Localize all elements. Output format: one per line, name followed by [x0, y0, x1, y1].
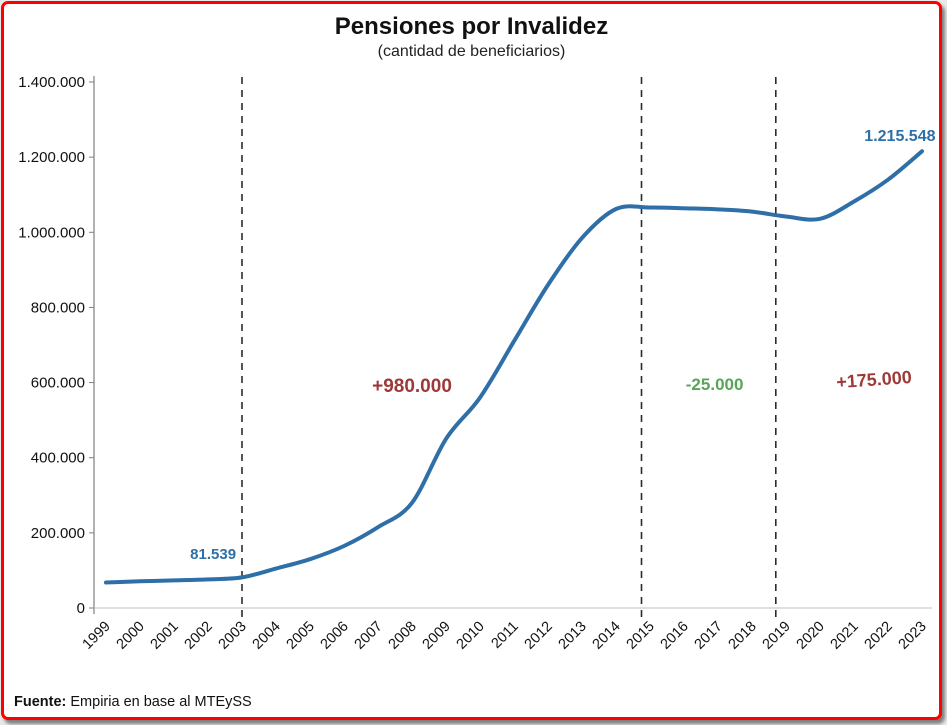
- source-text: Empiria en base al MTEySS: [66, 694, 252, 710]
- y-tick-label: 1.400.000: [18, 74, 85, 91]
- chart-annotation: +980.000: [372, 376, 452, 397]
- y-tick-label: 400.000: [31, 450, 85, 467]
- y-tick-label: 800.000: [31, 299, 85, 316]
- x-tick-label: 2013: [556, 619, 590, 653]
- x-tick-label: 2020: [794, 619, 828, 653]
- y-tick-label: 200.000: [31, 525, 85, 542]
- beneficiaries-data-line: [104, 149, 924, 585]
- y-tick-label: 0: [77, 600, 85, 617]
- pensions-line-chart: 0 200.000 400.000 600.000 800.000 1.000.000 1.…: [18, 74, 935, 653]
- source-note: Fuente: Empiria en base al MTEySS: [14, 694, 252, 710]
- chart-annotation: +175.000: [836, 367, 913, 392]
- x-tick-label: 2004: [250, 619, 284, 653]
- chart-annotation: -25.000: [686, 375, 744, 394]
- x-tick-label: 2012: [522, 619, 556, 653]
- x-tick-label: 2019: [760, 619, 794, 653]
- x-tick-label: 2021: [828, 619, 862, 653]
- x-tick-label: 2023: [896, 619, 930, 653]
- x-tick-label: 2007: [352, 619, 386, 653]
- x-tick-label: 2000: [114, 619, 148, 653]
- x-tick-label: 2001: [148, 619, 182, 653]
- x-tick-label: 2017: [692, 619, 726, 653]
- x-tick-label: 2008: [386, 619, 420, 653]
- x-tick-label: 2011: [488, 619, 521, 652]
- chart-annotation: 81.539: [190, 546, 236, 563]
- x-tick-label: 2003: [216, 619, 250, 653]
- chart-area: 0 200.000 400.000 600.000 800.000 1.000.000 1.…: [4, 68, 939, 682]
- x-tick-label: 2016: [658, 619, 692, 653]
- source-label: Fuente:: [14, 694, 67, 710]
- y-tick-label: 1.000.000: [18, 224, 85, 241]
- x-tick-label: 2014: [590, 619, 624, 653]
- x-tick-label: 2002: [182, 619, 216, 653]
- chart-title: Pensiones por Invalidez: [334, 13, 609, 40]
- x-tick-label: 2009: [420, 619, 454, 653]
- y-tick-label: 1.200.000: [18, 149, 85, 166]
- x-tick-label: 2015: [624, 619, 658, 653]
- chart-header: Pensiones por Invalidez (cantidad de ben…: [4, 4, 939, 61]
- x-tick-label: 2006: [318, 619, 352, 653]
- x-tick-label: 2022: [862, 619, 896, 653]
- x-tick-label: 2010: [454, 619, 488, 653]
- chart-subtitle: (cantidad de beneficiarios): [377, 42, 566, 60]
- x-tick-label: 1999: [80, 619, 114, 653]
- x-tick-label: 2018: [726, 619, 760, 653]
- chart-annotation: 1.215.548: [864, 128, 935, 145]
- y-tick-label: 600.000: [31, 375, 85, 392]
- x-tick-label: 2005: [284, 619, 318, 653]
